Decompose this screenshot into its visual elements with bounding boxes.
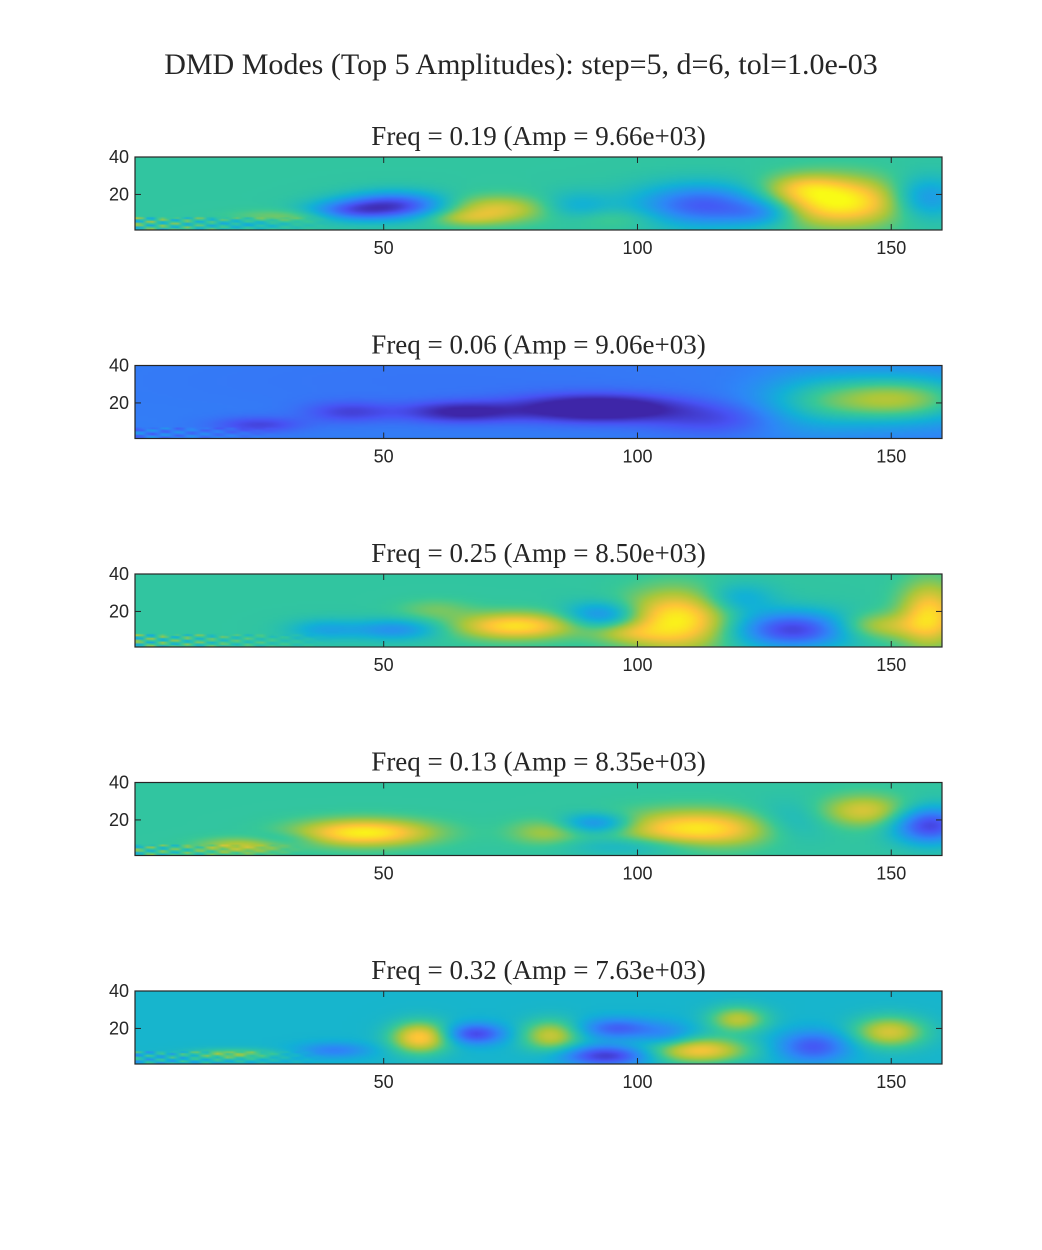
y-tick-label: 40 [109, 773, 129, 793]
x-tick-label: 150 [876, 238, 906, 258]
x-tick-label: 100 [622, 864, 652, 884]
figure-title: DMD Modes (Top 5 Amplitudes): step=5, d=… [164, 48, 878, 81]
x-tick-label: 50 [374, 655, 394, 675]
y-tick-label: 20 [109, 393, 129, 413]
y-tick-label: 20 [109, 184, 129, 204]
x-tick-label: 50 [374, 864, 394, 884]
x-tick-label: 50 [374, 447, 394, 467]
subplot-3: Freq = 0.25 (Amp = 8.50e+03) 50 100 150 20 40 [109, 538, 943, 675]
x-tick-label: 150 [876, 1072, 906, 1092]
axes-frame [134, 990, 943, 1065]
x-tick-label: 150 [876, 447, 906, 467]
x-tick-label: 50 [374, 238, 394, 258]
heatmap-image [135, 574, 942, 647]
subplot-2: Freq = 0.06 (Amp = 9.06e+03) 50 100 150 20 40 [109, 330, 943, 467]
subplot-title: Freq = 0.32 (Amp = 7.63e+03) [371, 955, 705, 985]
subplot-panels: Freq = 0.19 (Amp = 9.66e+03) 50 100 150 20 40… [109, 121, 943, 1092]
axes-frame [134, 573, 943, 648]
y-tick-label: 40 [109, 981, 129, 1001]
subplot-title: Freq = 0.25 (Amp = 8.50e+03) [371, 538, 705, 568]
x-tick-label: 100 [622, 655, 652, 675]
x-tick-label: 50 [374, 1072, 394, 1092]
axes-frame [134, 156, 943, 231]
heatmap-image [135, 365, 942, 439]
x-tick-label: 100 [622, 1072, 652, 1092]
x-tick-label: 150 [876, 655, 906, 675]
heatmap-image [135, 157, 942, 230]
axes-frame [134, 781, 943, 857]
subplot-4: Freq = 0.13 (Amp = 8.35e+03) 50 100 150 20 40 [109, 747, 943, 884]
subplot-title: Freq = 0.19 (Amp = 9.66e+03) [371, 121, 705, 151]
subplot-title: Freq = 0.06 (Amp = 9.06e+03) [371, 330, 705, 360]
subplot-title: Freq = 0.13 (Amp = 8.35e+03) [371, 747, 705, 777]
x-tick-label: 150 [876, 864, 906, 884]
y-tick-label: 20 [109, 601, 129, 621]
axes-frame [134, 364, 943, 440]
y-tick-label: 40 [109, 356, 129, 376]
heatmap-image [135, 782, 942, 856]
x-tick-label: 100 [622, 447, 652, 467]
y-tick-label: 40 [109, 147, 129, 167]
heatmap-image [135, 991, 942, 1064]
subplot-5: Freq = 0.32 (Amp = 7.63e+03) 50 100 150 20 40 [109, 955, 943, 1092]
y-tick-label: 20 [109, 1018, 129, 1038]
subplot-1: Freq = 0.19 (Amp = 9.66e+03) 50 100 150 20 40 [109, 121, 943, 258]
y-tick-label: 20 [109, 810, 129, 830]
x-tick-label: 100 [622, 238, 652, 258]
y-tick-label: 40 [109, 564, 129, 584]
